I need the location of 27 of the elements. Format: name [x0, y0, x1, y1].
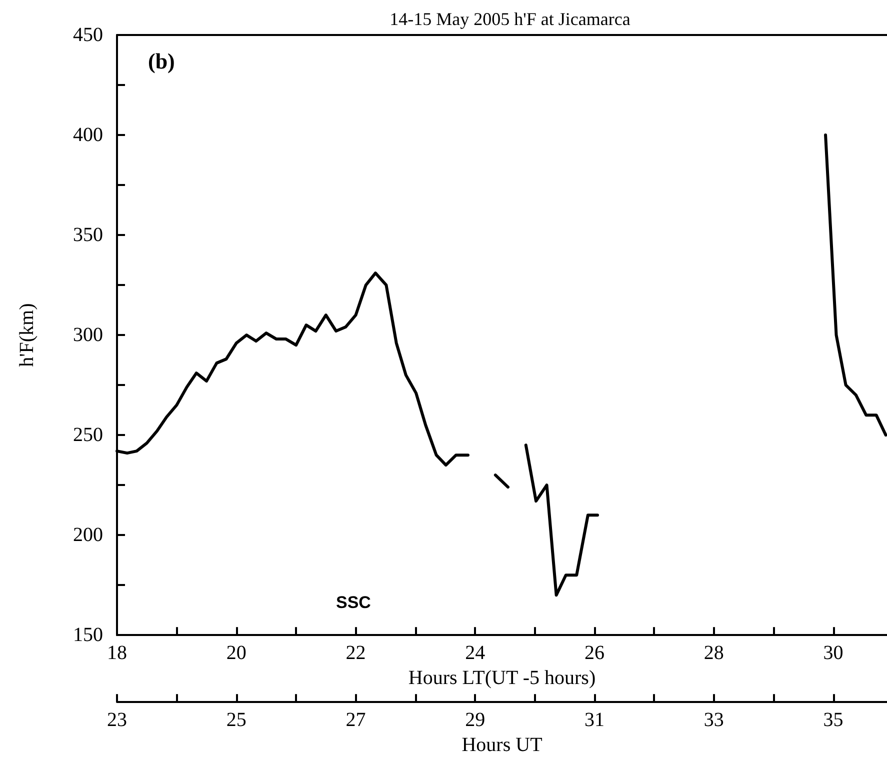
- x2-tick-label: 23: [107, 709, 127, 732]
- y-tick-label: 300: [73, 324, 103, 346]
- annotation: SSC: [336, 593, 371, 612]
- x-tick-label: 30: [823, 642, 844, 664]
- x2-tick-label: 35: [823, 709, 844, 732]
- x-tick-label: 26: [584, 642, 605, 664]
- x2-axis-title: Hours UT: [462, 734, 542, 756]
- y-axis-title: h'F(km): [16, 303, 38, 367]
- y-tick-label: 350: [73, 224, 103, 246]
- x-tick-label: 24: [465, 642, 486, 664]
- y-tick-label: 150: [73, 624, 103, 646]
- x2-tick-label: 29: [465, 709, 486, 732]
- annotation: (b): [148, 48, 175, 74]
- y-tick-label: 450: [73, 24, 103, 46]
- x-axis-title: Hours LT(UT -5 hours): [408, 667, 596, 689]
- chart-title: 14-15 May 2005 h'F at Jicamarca: [390, 9, 630, 29]
- y-tick-label: 200: [73, 524, 103, 546]
- x2-tick-label: 33: [704, 709, 724, 732]
- x-tick-label: 28: [704, 642, 724, 664]
- x-tick-label: 20: [226, 642, 246, 664]
- x2-tick-label: 25: [226, 709, 246, 732]
- y-tick-label: 250: [73, 424, 103, 446]
- x-tick-label: 18: [107, 642, 127, 664]
- y-tick-label: 400: [73, 124, 103, 146]
- x2-tick-label: 27: [346, 709, 366, 732]
- x-tick-label: 22: [346, 642, 366, 664]
- x2-tick-label: 31: [584, 709, 605, 732]
